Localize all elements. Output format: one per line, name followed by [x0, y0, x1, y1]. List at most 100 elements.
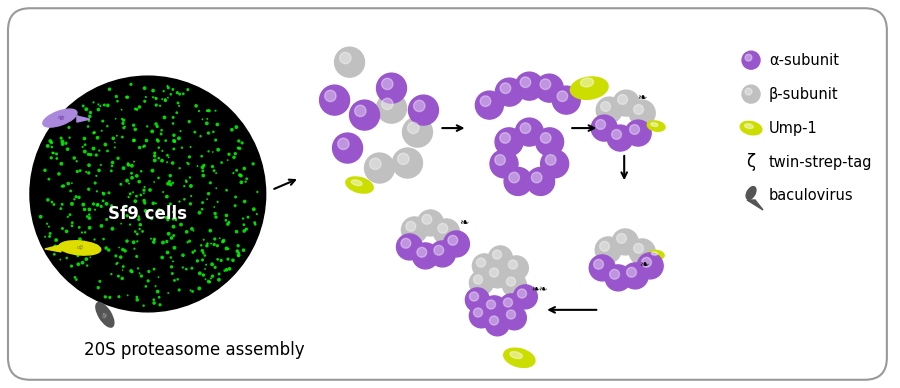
Point: [61, 180, 76, 187]
Point: [132, 104, 147, 110]
Circle shape: [482, 296, 507, 320]
Point: [179, 178, 194, 185]
Point: [220, 245, 234, 251]
Circle shape: [485, 312, 509, 336]
Circle shape: [594, 259, 604, 269]
Point: [147, 179, 161, 185]
Point: [48, 243, 62, 249]
Point: [94, 128, 109, 134]
Point: [139, 208, 153, 214]
Circle shape: [472, 254, 497, 278]
Point: [156, 189, 170, 195]
Circle shape: [507, 277, 516, 286]
Point: [171, 100, 185, 106]
Ellipse shape: [571, 77, 608, 99]
Circle shape: [626, 120, 652, 146]
Point: [63, 211, 77, 218]
Text: ❧❧: ❧❧: [531, 285, 547, 295]
Point: [182, 154, 196, 160]
Point: [207, 168, 221, 174]
Circle shape: [536, 74, 563, 102]
Point: [238, 198, 252, 204]
Point: [111, 155, 125, 161]
Point: [249, 211, 264, 217]
Circle shape: [429, 241, 455, 267]
Point: [130, 106, 144, 113]
Circle shape: [382, 98, 393, 109]
Point: [112, 294, 126, 300]
Point: [100, 123, 114, 129]
Circle shape: [495, 154, 506, 165]
Point: [111, 260, 125, 266]
Circle shape: [485, 264, 509, 288]
Point: [227, 154, 241, 161]
Point: [41, 223, 56, 230]
Circle shape: [518, 289, 526, 298]
Ellipse shape: [59, 241, 101, 255]
Point: [127, 159, 141, 165]
Point: [166, 132, 181, 138]
Text: 20S proteasome assembly: 20S proteasome assembly: [85, 341, 305, 359]
Circle shape: [541, 150, 569, 178]
Point: [92, 167, 106, 173]
Point: [108, 139, 122, 146]
Circle shape: [349, 100, 380, 130]
Circle shape: [629, 100, 655, 126]
Point: [62, 124, 77, 130]
Point: [226, 170, 240, 176]
Point: [99, 201, 113, 207]
Point: [160, 83, 175, 89]
Point: [44, 155, 58, 161]
Point: [167, 245, 182, 251]
Point: [147, 239, 161, 245]
Point: [208, 236, 222, 242]
Point: [225, 126, 239, 133]
Point: [83, 225, 97, 231]
Point: [120, 178, 134, 184]
Point: [133, 192, 148, 198]
Circle shape: [508, 172, 519, 183]
Point: [109, 253, 123, 259]
Point: [96, 198, 111, 204]
Point: [95, 118, 110, 124]
Point: [248, 220, 262, 226]
Point: [147, 300, 161, 306]
Point: [207, 204, 221, 210]
Point: [166, 160, 180, 166]
Point: [77, 149, 92, 155]
Ellipse shape: [346, 177, 374, 193]
Circle shape: [333, 133, 363, 163]
Circle shape: [376, 73, 407, 103]
Circle shape: [507, 310, 516, 319]
Point: [86, 130, 101, 136]
Point: [143, 187, 157, 193]
Circle shape: [470, 292, 479, 301]
Circle shape: [502, 306, 526, 330]
Point: [73, 236, 87, 242]
Point: [130, 173, 144, 179]
Ellipse shape: [648, 250, 664, 260]
Ellipse shape: [580, 78, 594, 87]
Point: [65, 223, 79, 229]
Point: [212, 271, 226, 277]
Point: [212, 277, 226, 283]
Point: [197, 162, 211, 168]
Point: [104, 203, 119, 209]
Circle shape: [465, 288, 490, 312]
Point: [90, 242, 104, 249]
Point: [118, 248, 132, 254]
Point: [203, 275, 218, 281]
Circle shape: [401, 217, 428, 243]
Point: [86, 99, 101, 106]
Point: [122, 180, 136, 187]
Point: [203, 228, 218, 234]
Point: [220, 212, 234, 218]
Point: [188, 248, 202, 254]
Circle shape: [402, 117, 432, 147]
Point: [200, 120, 214, 126]
Point: [173, 91, 187, 97]
Point: [60, 214, 75, 220]
Point: [212, 235, 227, 241]
Point: [155, 96, 169, 102]
Point: [59, 255, 74, 261]
